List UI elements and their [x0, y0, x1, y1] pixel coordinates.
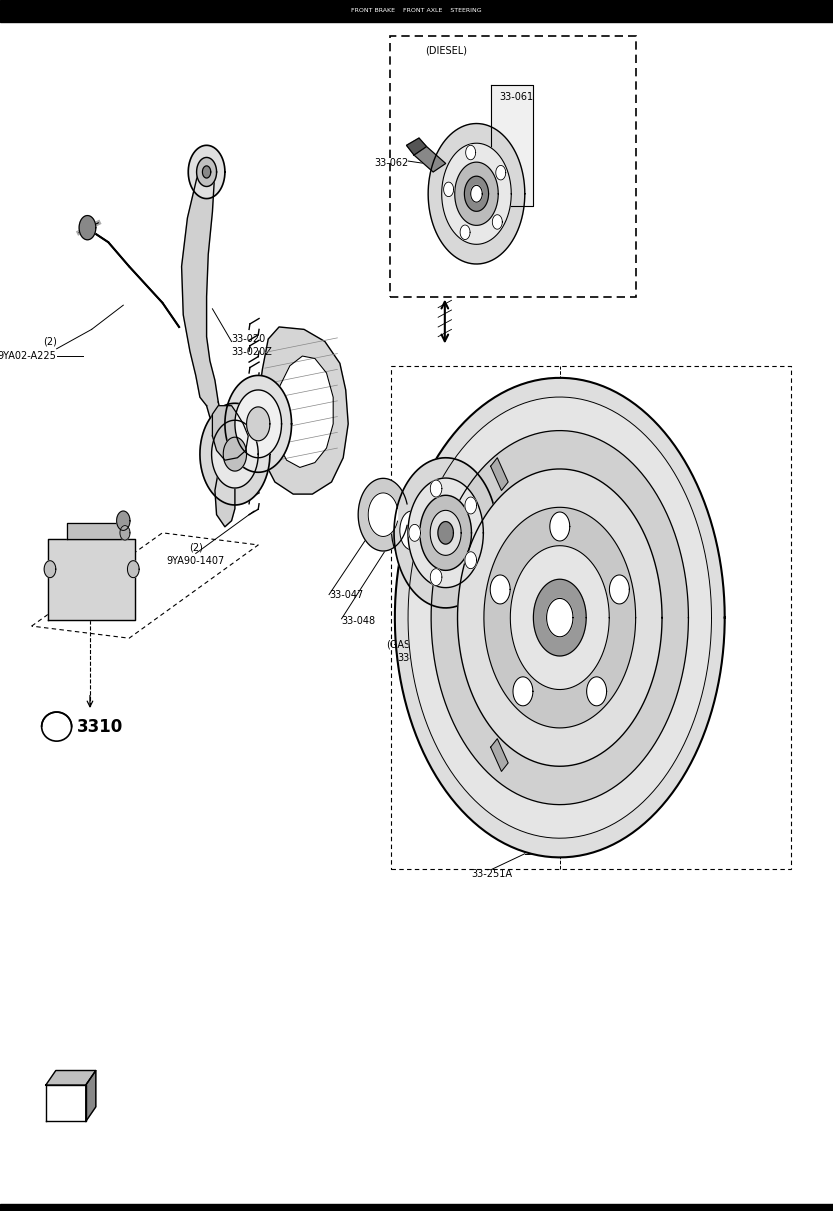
- Ellipse shape: [400, 511, 423, 550]
- Polygon shape: [395, 378, 725, 857]
- Text: 33-061: 33-061: [500, 92, 534, 102]
- Polygon shape: [431, 431, 688, 804]
- Ellipse shape: [392, 497, 431, 564]
- Polygon shape: [46, 1071, 96, 1085]
- Polygon shape: [408, 478, 483, 587]
- Text: (1): (1): [615, 480, 629, 489]
- Polygon shape: [225, 375, 292, 472]
- Text: FRONT BRAKE    FRONT AXLE    STEERING: FRONT BRAKE FRONT AXLE STEERING: [352, 8, 481, 13]
- Polygon shape: [457, 469, 662, 767]
- Polygon shape: [490, 575, 510, 604]
- Text: 9YA90-1407: 9YA90-1407: [167, 556, 225, 566]
- Polygon shape: [212, 420, 258, 488]
- Polygon shape: [513, 677, 533, 706]
- Polygon shape: [511, 546, 609, 689]
- Text: 33-261Z: 33-261Z: [282, 435, 322, 444]
- Polygon shape: [408, 397, 711, 838]
- Polygon shape: [117, 511, 130, 530]
- Polygon shape: [247, 407, 270, 441]
- Polygon shape: [197, 157, 217, 186]
- Text: 33-047: 33-047: [329, 590, 363, 599]
- Text: 9YA02-A225: 9YA02-A225: [0, 351, 57, 361]
- Polygon shape: [368, 493, 397, 536]
- Polygon shape: [455, 162, 498, 225]
- Text: 33-042: 33-042: [650, 607, 684, 616]
- Text: 99831-0816: 99831-0816: [571, 807, 629, 816]
- Polygon shape: [235, 390, 282, 458]
- Polygon shape: [44, 561, 56, 578]
- Text: 33-062: 33-062: [374, 159, 408, 168]
- Polygon shape: [431, 480, 442, 497]
- Polygon shape: [491, 739, 508, 771]
- Polygon shape: [465, 552, 476, 569]
- Polygon shape: [430, 510, 461, 556]
- Polygon shape: [586, 677, 606, 706]
- Polygon shape: [120, 526, 130, 540]
- Polygon shape: [438, 522, 453, 544]
- Polygon shape: [200, 403, 270, 505]
- Text: (DIESEL): (DIESEL): [425, 46, 466, 56]
- Polygon shape: [550, 512, 570, 541]
- Polygon shape: [207, 402, 235, 463]
- Polygon shape: [466, 145, 476, 160]
- Text: 33-062: 33-062: [364, 516, 398, 526]
- Ellipse shape: [48, 719, 65, 734]
- Polygon shape: [48, 539, 135, 620]
- Text: 33-061: 33-061: [398, 653, 431, 662]
- Text: (1): (1): [615, 794, 629, 804]
- Text: 33-251A: 33-251A: [471, 869, 512, 879]
- Text: 33-020Z: 33-020Z: [232, 348, 272, 357]
- Polygon shape: [79, 216, 96, 240]
- Polygon shape: [431, 569, 442, 586]
- Polygon shape: [257, 327, 348, 494]
- Polygon shape: [444, 182, 454, 196]
- Text: 3310: 3310: [77, 718, 123, 735]
- Text: 33-048: 33-048: [342, 616, 376, 626]
- Polygon shape: [441, 143, 511, 245]
- Polygon shape: [188, 145, 225, 199]
- Bar: [391, 366, 791, 869]
- Polygon shape: [471, 185, 482, 202]
- Polygon shape: [212, 406, 248, 460]
- Polygon shape: [127, 561, 139, 578]
- Polygon shape: [533, 579, 586, 656]
- Polygon shape: [414, 147, 446, 172]
- Polygon shape: [491, 85, 533, 206]
- Polygon shape: [491, 458, 508, 490]
- Bar: [0, 1204, 833, 1211]
- Polygon shape: [465, 177, 488, 211]
- Text: 33-020: 33-020: [232, 334, 266, 344]
- Polygon shape: [484, 507, 636, 728]
- FancyBboxPatch shape: [390, 36, 636, 297]
- Polygon shape: [46, 1085, 86, 1121]
- Polygon shape: [492, 214, 502, 229]
- Bar: [0, 0, 833, 22]
- Polygon shape: [223, 437, 247, 471]
- Text: (GASOLINE): (GASOLINE): [387, 639, 443, 649]
- Polygon shape: [215, 458, 235, 527]
- Text: (2): (2): [189, 543, 202, 552]
- Polygon shape: [86, 1071, 96, 1121]
- Ellipse shape: [42, 712, 72, 741]
- Polygon shape: [202, 166, 211, 178]
- Polygon shape: [275, 356, 333, 467]
- Polygon shape: [67, 523, 121, 539]
- Polygon shape: [610, 575, 630, 604]
- Polygon shape: [182, 170, 218, 406]
- Polygon shape: [428, 124, 525, 264]
- Text: 99831-0816: 99831-0816: [571, 492, 629, 501]
- Polygon shape: [496, 166, 506, 180]
- Text: 33-091: 33-091: [471, 530, 505, 540]
- Text: FWD: FWD: [64, 1098, 89, 1108]
- Polygon shape: [409, 524, 421, 541]
- Polygon shape: [407, 138, 426, 155]
- Polygon shape: [394, 458, 497, 608]
- Polygon shape: [465, 497, 476, 513]
- Text: (2): (2): [42, 337, 57, 346]
- Polygon shape: [358, 478, 407, 551]
- Text: 33-261: 33-261: [282, 421, 316, 431]
- Polygon shape: [546, 598, 573, 637]
- Polygon shape: [460, 225, 470, 240]
- Polygon shape: [420, 495, 471, 570]
